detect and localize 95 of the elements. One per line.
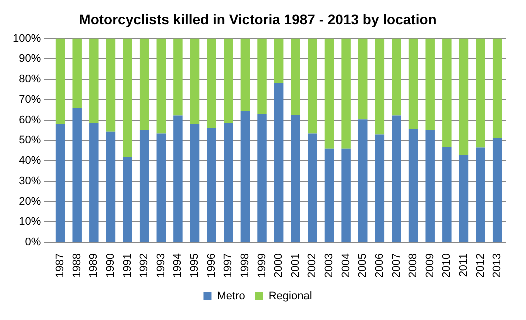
bar [375,134,385,242]
x-tick-label: 1992 [138,254,151,278]
bar [140,38,150,130]
bar [308,38,318,134]
y-tick-label: 0% [25,236,42,249]
chart-title: Motorcyclists killed in Victoria 1987 - 2013 by location [79,11,437,28]
bar [72,108,82,242]
x-tick-label: 2013 [492,254,504,278]
bar [392,38,402,116]
bar [156,134,166,242]
x-tick-label: 2000 [273,254,286,278]
bar [459,38,469,156]
bar [140,130,150,242]
bar [408,129,418,242]
y-tick-label: 90% [19,53,42,66]
x-tick-label: 1990 [105,254,117,278]
x-tick-label: 1991 [122,254,134,278]
bar [190,38,200,124]
bar [56,38,66,124]
x-tick-label: 2006 [374,254,386,278]
bar [492,38,502,138]
y-tick-label: 60% [19,114,42,126]
bar [476,148,486,242]
legend-label: Regional [268,290,312,303]
bar [123,38,132,158]
bar [106,38,116,132]
x-tick-label: 1999 [256,254,268,278]
x-tick-label: 1996 [206,254,218,278]
bar [342,38,351,149]
bar [90,38,99,124]
x-tick-label: 2007 [390,254,403,278]
x-tick-label: 1987 [54,254,67,278]
y-tick-label: 10% [19,216,42,228]
bar [106,132,116,242]
bar [358,120,368,242]
bar [442,38,452,147]
bar [274,38,284,84]
bar [324,148,334,242]
x-tick-label: 2008 [408,254,420,278]
y-tick-label: 100% [12,32,42,45]
bar [308,134,318,242]
x-tick-label: 2001 [290,254,302,278]
x-tick-label: 2002 [306,254,319,278]
bar [408,38,418,130]
bar [291,38,300,115]
bar [258,114,267,242]
bar [190,124,200,242]
bar [274,83,284,242]
x-tick-label: 1994 [172,254,184,278]
y-tick-label: 80% [19,74,42,86]
x-tick-label: 1998 [239,254,252,278]
x-tick-label: 2004 [340,254,352,278]
y-tick-label: 70% [19,94,42,106]
bar [56,124,66,242]
x-tick-label: 2010 [441,254,454,278]
bar [123,157,132,242]
bar [224,123,234,242]
x-tick-label: 1993 [155,254,168,278]
x-tick-label: 1995 [189,254,202,278]
bar [342,148,351,242]
bar [90,123,99,242]
bar [207,38,216,128]
y-tick-label: 50% [19,134,42,147]
bar [324,38,334,149]
bar [442,146,452,242]
bar [224,38,234,124]
bar [459,155,469,242]
bar [476,38,486,148]
bar [174,116,183,242]
bar [240,111,250,242]
bar [174,38,183,116]
y-tick-label: 40% [19,155,42,168]
x-tick-label: 2003 [324,254,336,278]
y-tick-label: 20% [19,196,42,208]
x-tick-label: 1989 [88,254,100,278]
x-tick-label: 2012 [474,254,487,278]
bar [207,128,216,242]
bar [156,38,166,134]
x-tick-label: 2005 [357,254,370,278]
bar [426,38,435,130]
x-tick-label: 2011 [458,254,470,278]
bar [392,116,402,242]
bar [258,38,267,114]
x-tick-label: 1988 [71,254,84,278]
bar [72,38,82,108]
legend-label: Metro [217,290,246,303]
bar [240,38,250,112]
bar [291,114,300,242]
bar [492,138,502,242]
bar [358,38,368,120]
x-tick-label: 2009 [424,254,436,278]
y-tick-label: 30% [19,175,42,188]
bar [426,130,435,242]
bar [375,38,385,135]
x-tick-label: 1997 [222,254,235,278]
